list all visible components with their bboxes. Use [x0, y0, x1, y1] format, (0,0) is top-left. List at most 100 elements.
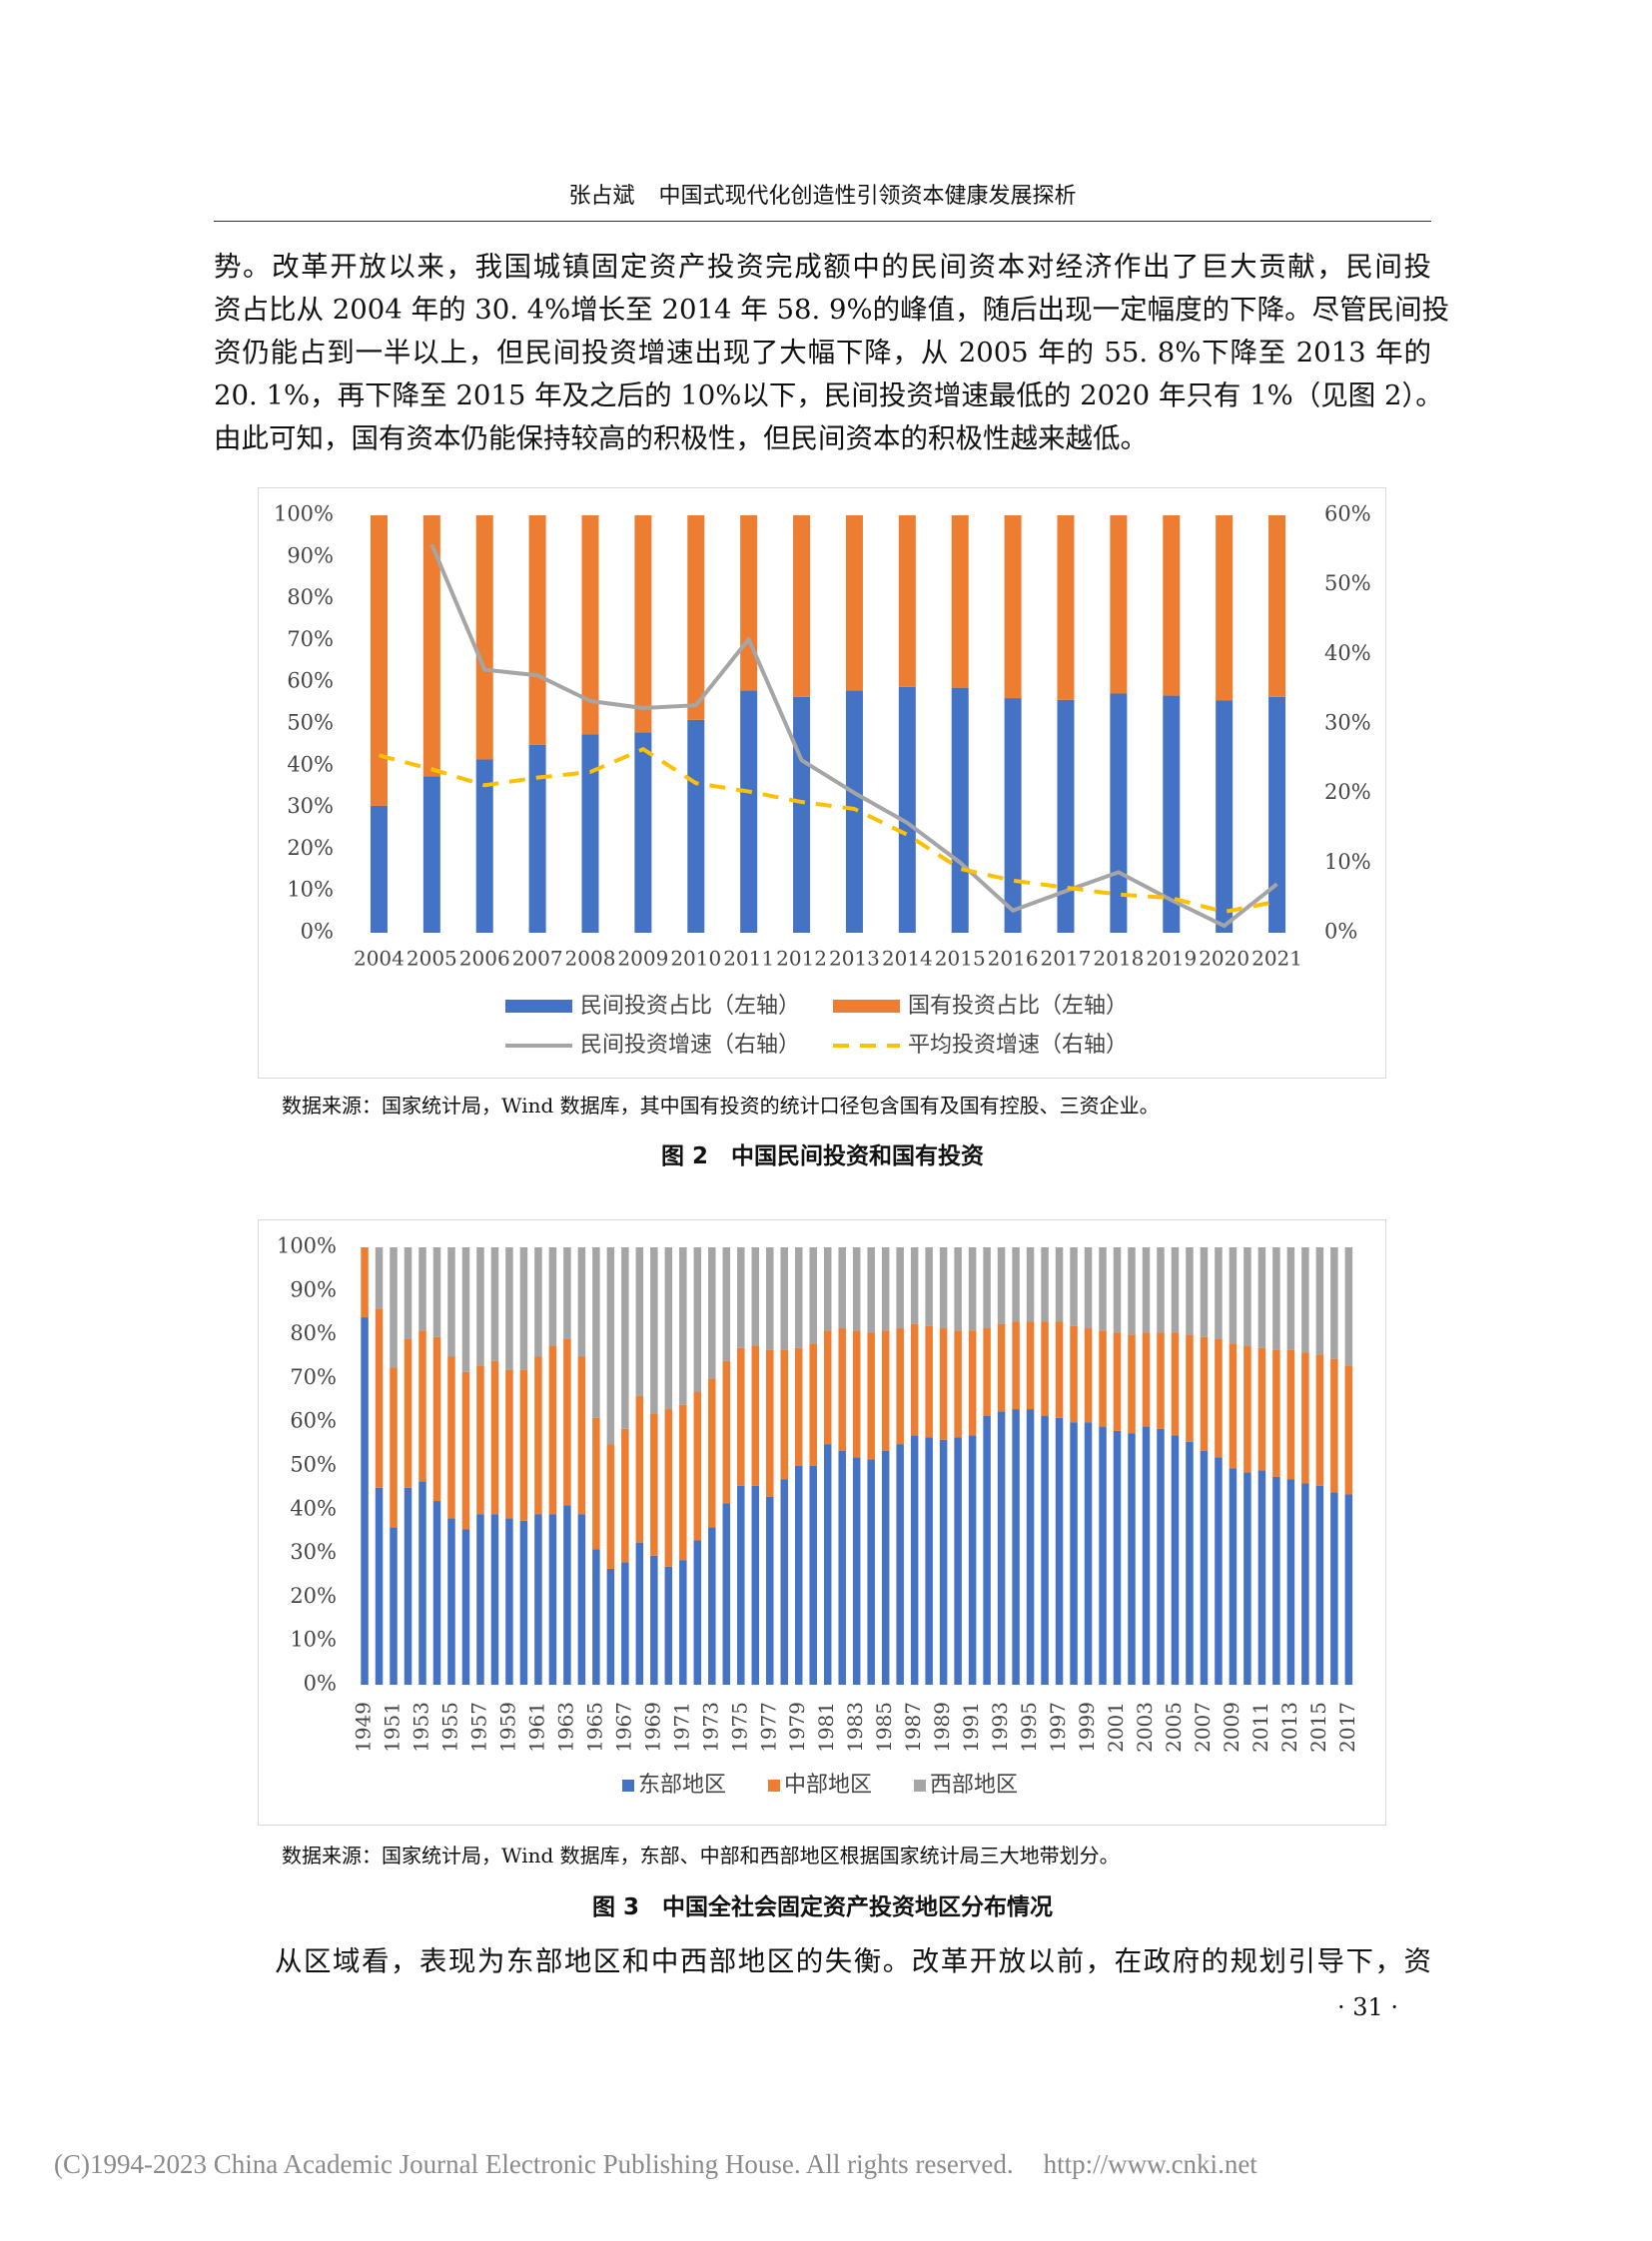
legend-swatch: [914, 1780, 926, 1792]
bar: [983, 1247, 991, 1329]
bar: [390, 1367, 398, 1528]
bar: [939, 1439, 948, 1685]
x-tick-label: 2004: [354, 947, 405, 971]
bar: [1272, 1476, 1280, 1685]
x-tick-label: 1961: [524, 1702, 548, 1753]
chart: 0%10%20%30%40%50%60%70%80%90%100%1949 195…: [258, 1219, 1386, 1826]
bar: [780, 1247, 789, 1350]
bar: [1257, 1347, 1266, 1471]
bar: [983, 1328, 991, 1416]
author: 张占斌: [568, 184, 635, 209]
bar: [361, 1247, 369, 1318]
x-tick-label: 1975: [727, 1702, 751, 1753]
x-tick-label: 1977: [756, 1702, 780, 1753]
x-tick-label: 1997: [1046, 1702, 1070, 1753]
y-tick-label: 70%: [290, 1365, 337, 1389]
bar: [1099, 1247, 1107, 1331]
bar: [693, 1540, 702, 1685]
bar: [881, 1330, 890, 1451]
bar: [737, 1247, 745, 1348]
bar: [370, 515, 388, 806]
bar: [664, 1409, 673, 1567]
bar: [740, 690, 758, 933]
x-tick-label: 1963: [553, 1702, 577, 1753]
x-tick-label: 1999: [1075, 1702, 1099, 1753]
bar: [650, 1247, 658, 1414]
bar: [1243, 1247, 1251, 1346]
bar: [823, 1330, 832, 1445]
bar: [722, 1503, 731, 1685]
bar: [418, 1481, 426, 1685]
bar: [1113, 1430, 1122, 1685]
bar: [1268, 696, 1286, 933]
bar: [679, 1560, 687, 1685]
bar: [606, 1247, 615, 1445]
x-tick-label: 1957: [466, 1702, 490, 1753]
bar: [1344, 1365, 1353, 1495]
bar: [1200, 1336, 1209, 1451]
bar: [722, 1247, 731, 1361]
y-tick-label: 10%: [287, 878, 334, 902]
bar: [1301, 1352, 1309, 1484]
bar: [548, 1247, 557, 1346]
bar: [1315, 1354, 1324, 1486]
bar: [1157, 1332, 1165, 1429]
x-tick-label: 1983: [843, 1702, 867, 1753]
y-tick-label: 40%: [290, 1496, 337, 1520]
bar: [1163, 695, 1181, 933]
bar: [1055, 1247, 1064, 1322]
figure-source: 数据来源：国家统计局，Wind 数据库，其中国有投资的统计口径包含国有及国有控股…: [282, 1094, 1160, 1118]
bar: [1128, 1247, 1136, 1335]
bar: [650, 1555, 658, 1685]
bar: [751, 1345, 760, 1486]
running-header: 张占斌 中国式现代化创造性引领资本健康发展探析: [214, 178, 1431, 210]
bar: [794, 1347, 803, 1466]
y-tick-label: 50%: [287, 711, 334, 735]
bar: [375, 1247, 384, 1309]
bar: [634, 515, 652, 733]
x-tick-label: 2007: [512, 947, 563, 971]
bar: [794, 1247, 803, 1348]
y-tick-label: 0%: [301, 920, 334, 944]
y-tick-label: 60%: [290, 1409, 337, 1433]
bar: [954, 1437, 962, 1685]
bar: [490, 1514, 499, 1685]
text-line: 20. 1%，再下降至 2015 年及之后的 10%以下，民间投资增速最低的 2…: [214, 379, 1443, 411]
bar: [766, 1247, 774, 1350]
bar: [1057, 515, 1075, 700]
bar: [1070, 1325, 1078, 1423]
bar: [664, 1566, 673, 1685]
bar: [1041, 1415, 1049, 1685]
bar: [708, 1378, 716, 1528]
bar: [534, 1247, 542, 1357]
bar: [505, 1247, 513, 1370]
bar: [1026, 1247, 1035, 1322]
x-tick-label: 2016: [988, 947, 1039, 971]
footer: (C)1994-2023 China Academic Journal Elec…: [54, 2149, 1257, 2180]
bar: [823, 1247, 832, 1331]
bar: [1272, 1247, 1280, 1350]
legend-label: 民间投资占比（左轴）: [580, 994, 800, 1019]
y-tick-label: 90%: [290, 1277, 337, 1301]
x-tick-label: 1973: [698, 1702, 722, 1753]
bar: [1268, 515, 1286, 697]
x-tick-label: 2003: [1133, 1702, 1157, 1753]
bar: [1070, 1247, 1078, 1326]
bar: [766, 1349, 774, 1497]
bar: [475, 515, 493, 760]
bar: [370, 805, 388, 933]
x-tick-label: 2010: [670, 947, 721, 971]
x-tick-label: 1959: [495, 1702, 519, 1753]
x-tick-label: 2009: [1220, 1702, 1243, 1753]
x-tick-label: 1993: [988, 1702, 1012, 1753]
bar: [852, 1457, 861, 1685]
bar: [983, 1415, 991, 1685]
bar: [664, 1247, 673, 1410]
bar: [563, 1247, 571, 1339]
x-tick-label: 2015: [935, 947, 986, 971]
paragraph: 从区域看，表现为东部地区和中西部地区的失衡。改革开放以前，在政府的规划引导下，资: [214, 1940, 1431, 1983]
y-tick-label: 90%: [287, 543, 334, 567]
bar: [867, 1247, 875, 1333]
bar: [679, 1247, 687, 1405]
bar: [793, 515, 811, 697]
